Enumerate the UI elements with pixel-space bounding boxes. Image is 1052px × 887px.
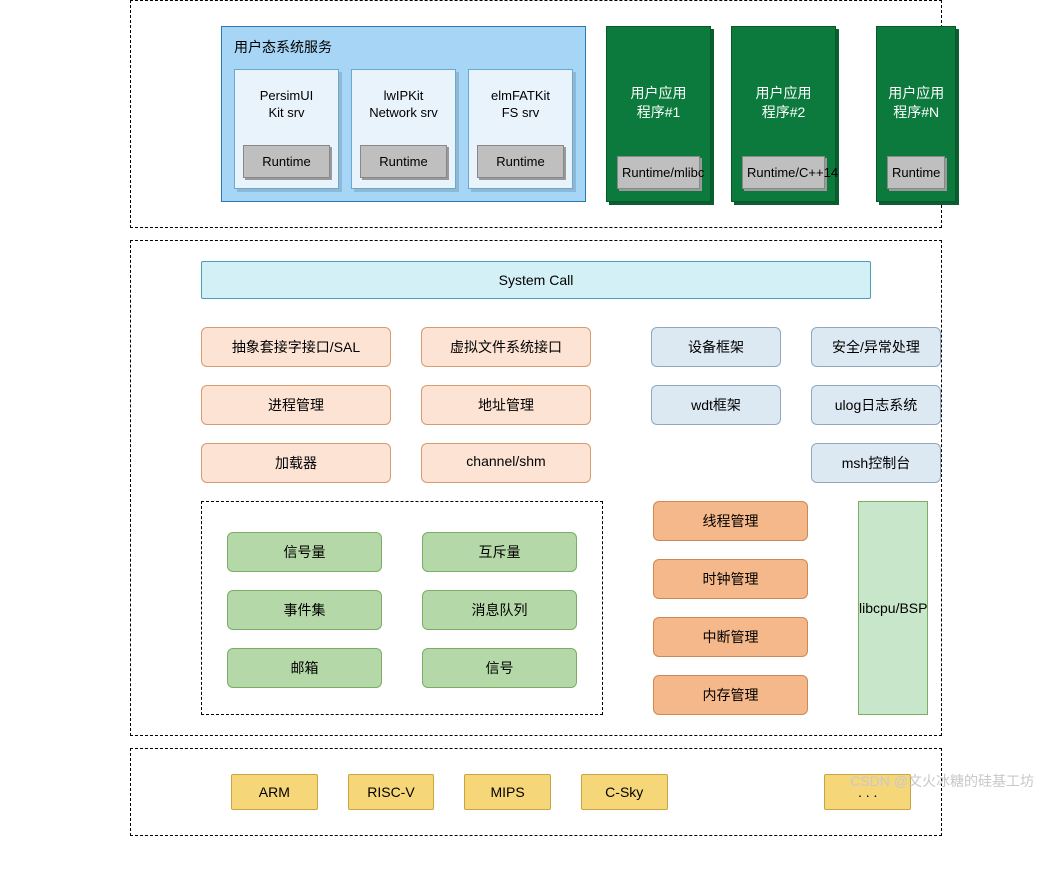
user-space-layer: 用户态系统服务 PersimUIKit srv Runtime lwIPKitN… [130, 0, 942, 228]
service-persimui: PersimUIKit srv Runtime [234, 69, 339, 189]
kernel-layer: System Call 抽象套接字接口/SAL 虚拟文件系统接口 设备框架 安全… [130, 240, 942, 736]
kernel-row-1: 抽象套接字接口/SAL 虚拟文件系统接口 设备框架 安全/异常处理 [201, 327, 871, 367]
irq-mgmt-box: 中断管理 [653, 617, 808, 657]
system-call-bar: System Call [201, 261, 871, 299]
vfs-box: 虚拟文件系统接口 [421, 327, 591, 367]
user-services-title: 用户态系统服务 [234, 37, 573, 57]
runtime-box: Runtime/C++14 [742, 156, 825, 189]
mailbox-box: 邮箱 [227, 648, 382, 688]
user-app-1: 用户应用程序#1 Runtime/mlibc [606, 26, 711, 202]
libcpu-bsp-box: libcpu/BSP [858, 501, 928, 715]
ulog-box: ulog日志系统 [811, 385, 941, 425]
ipc-group: 信号量 事件集 邮箱 互斥量 消息队列 信号 [201, 501, 603, 715]
services-row: PersimUIKit srv Runtime lwIPKitNetwork s… [234, 69, 573, 189]
kernel-row-2: 进程管理 地址管理 wdt框架 ulog日志系统 [201, 385, 871, 425]
process-mgmt-box: 进程管理 [201, 385, 391, 425]
channel-shm-box: channel/shm [421, 443, 591, 483]
user-app-n: 用户应用程序#N Runtime [876, 26, 956, 202]
device-framework-box: 设备框架 [651, 327, 781, 367]
mem-mgmt-box: 内存管理 [653, 675, 808, 715]
service-elmfatkit: elmFATKitFS srv Runtime [468, 69, 573, 189]
signal-box: 信号 [422, 648, 577, 688]
scheduler-group: 线程管理 时钟管理 中断管理 内存管理 [653, 501, 808, 715]
msgqueue-box: 消息队列 [422, 590, 577, 630]
safety-exception-box: 安全/异常处理 [811, 327, 941, 367]
arch-riscv: RISC-V [348, 774, 435, 810]
loader-box: 加载器 [201, 443, 391, 483]
wdt-box: wdt框架 [651, 385, 781, 425]
runtime-box: Runtime [477, 145, 564, 178]
runtime-box: Runtime [887, 156, 945, 189]
mutex-box: 互斥量 [422, 532, 577, 572]
msh-box: msh控制台 [811, 443, 941, 483]
watermark-text: CSDN @文火冰糖的硅基工坊 [850, 771, 1034, 791]
kernel-core-row: 信号量 事件集 邮箱 互斥量 消息队列 信号 线程管理 时钟管理 中断管理 内存… [201, 501, 871, 715]
runtime-box: Runtime [360, 145, 447, 178]
event-box: 事件集 [227, 590, 382, 630]
arch-mips: MIPS [464, 774, 551, 810]
arch-layer: ARM RISC-V MIPS C-Sky . . . [130, 748, 942, 836]
arch-csky: C-Sky [581, 774, 668, 810]
kernel-row-3: 加载器 channel/shm x msh控制台 [201, 443, 871, 483]
user-services-group: 用户态系统服务 PersimUIKit srv Runtime lwIPKitN… [221, 26, 586, 202]
runtime-box: Runtime [243, 145, 330, 178]
thread-mgmt-box: 线程管理 [653, 501, 808, 541]
user-app-2: 用户应用程序#2 Runtime/C++14 [731, 26, 836, 202]
clock-mgmt-box: 时钟管理 [653, 559, 808, 599]
runtime-box: Runtime/mlibc [617, 156, 700, 189]
addr-mgmt-box: 地址管理 [421, 385, 591, 425]
semaphore-box: 信号量 [227, 532, 382, 572]
service-lwipkit: lwIPKitNetwork srv Runtime [351, 69, 456, 189]
sal-box: 抽象套接字接口/SAL [201, 327, 391, 367]
arch-arm: ARM [231, 774, 318, 810]
